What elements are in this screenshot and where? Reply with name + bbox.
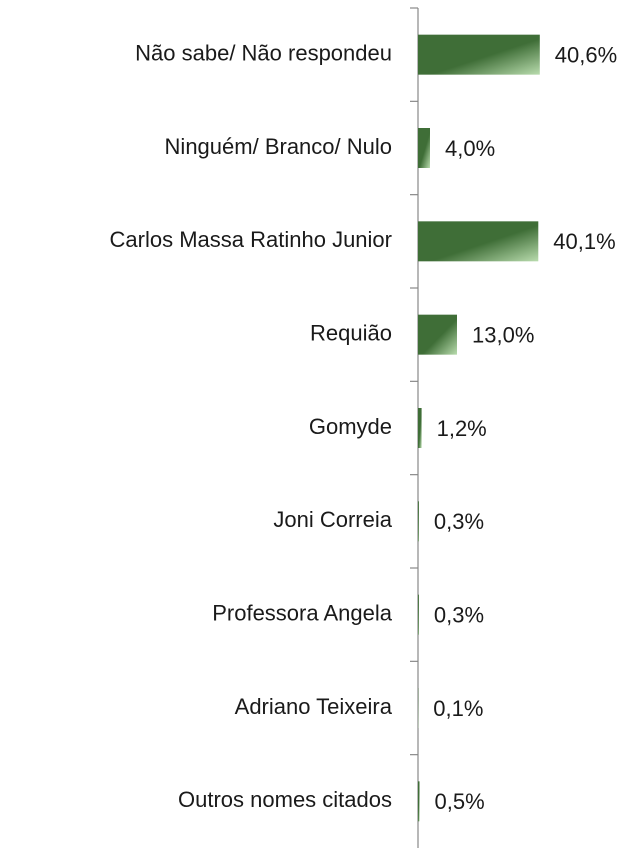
bar bbox=[418, 128, 430, 168]
bar bbox=[418, 315, 457, 355]
category-label: Gomyde bbox=[309, 414, 392, 439]
value-label: 13,0% bbox=[472, 322, 534, 347]
category-label: Outros nomes citados bbox=[178, 787, 392, 812]
category-label: Requião bbox=[310, 320, 392, 345]
value-label: 0,1% bbox=[433, 696, 483, 721]
value-label: 0,5% bbox=[435, 789, 485, 814]
category-label: Joni Correia bbox=[273, 507, 392, 532]
value-label: 4,0% bbox=[445, 136, 495, 161]
value-label: 1,2% bbox=[437, 416, 487, 441]
bar bbox=[418, 221, 538, 261]
category-label: Não sabe/ Não respondeu bbox=[135, 40, 392, 65]
value-label: 40,6% bbox=[555, 42, 617, 67]
category-label: Adriano Teixeira bbox=[235, 694, 393, 719]
bar bbox=[418, 408, 422, 448]
category-label: Ninguém/ Branco/ Nulo bbox=[165, 134, 392, 159]
value-label: 0,3% bbox=[434, 602, 484, 627]
bar bbox=[418, 501, 419, 541]
value-label: 0,3% bbox=[434, 509, 484, 534]
category-label: Carlos Massa Ratinho Junior bbox=[110, 227, 392, 252]
bar bbox=[418, 35, 540, 75]
category-label: Professora Angela bbox=[212, 600, 393, 625]
bar bbox=[418, 595, 419, 635]
value-label: 40,1% bbox=[553, 229, 615, 254]
bar bbox=[418, 781, 420, 821]
